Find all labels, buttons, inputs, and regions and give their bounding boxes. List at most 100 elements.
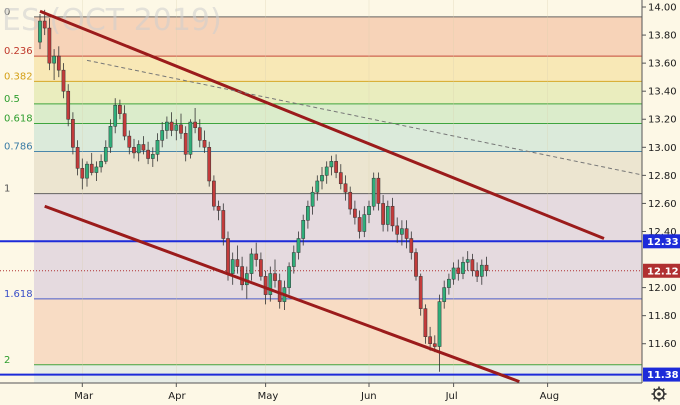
trend-line-upper-channel	[39, 9, 605, 240]
fib-band-0.5	[34, 103, 642, 124]
candle-body	[287, 266, 291, 288]
candle-body	[362, 214, 367, 232]
candle-body	[103, 147, 108, 162]
y-tick-label: 13.20	[648, 115, 677, 126]
fib-band-0.382	[34, 81, 642, 104]
candle-body	[94, 166, 99, 173]
y-tick-label: 11.60	[648, 339, 677, 350]
candle-body	[447, 278, 451, 288]
candle-body	[315, 180, 320, 193]
price-badge-11.38	[643, 367, 680, 382]
candle-body	[99, 161, 103, 168]
y-axis-panel	[642, 0, 680, 405]
fib-band-0.618	[34, 123, 642, 152]
candle-body	[451, 267, 456, 280]
x-tick-label: May	[258, 391, 279, 402]
candle-body	[465, 259, 470, 263]
candle-body	[324, 166, 329, 176]
candle-body	[367, 205, 371, 215]
candle-body	[193, 121, 197, 128]
candle-body	[414, 252, 418, 277]
watermark-text: ES (OCT 2019)	[2, 3, 222, 38]
candle-body	[329, 161, 334, 168]
candle-body	[38, 20, 42, 43]
fib-band-0.236	[34, 56, 642, 82]
candle-body	[75, 147, 80, 169]
x-tick-label: Jun	[360, 391, 377, 402]
candle-body	[385, 205, 390, 225]
price-badge-12.33	[643, 234, 680, 249]
candle-body	[338, 172, 343, 185]
price-badge-12.12	[643, 263, 680, 278]
candle-body	[141, 144, 146, 151]
y-tick-label: 12.40	[648, 227, 677, 238]
candle-body	[357, 217, 362, 232]
candle-body	[165, 121, 169, 131]
fib-band-0.786	[34, 151, 642, 194]
candle-body	[456, 267, 461, 274]
candle-body	[85, 163, 89, 179]
candle-body	[461, 262, 465, 274]
candle-body	[118, 104, 122, 114]
candle-body	[42, 20, 47, 29]
candle-body	[197, 127, 202, 141]
candle-body	[306, 205, 310, 221]
fib-band-1	[34, 193, 642, 299]
fib-label-0.5: 0.5	[4, 94, 20, 105]
x-axis-panel	[0, 383, 680, 405]
y-tick-label: 12.80	[648, 171, 677, 182]
candle-body	[146, 149, 150, 159]
price-badge-text: 12.33	[647, 237, 679, 248]
price-badge-text: 11.38	[647, 370, 679, 381]
candle-body	[136, 144, 141, 154]
trend-line-lower-channel	[44, 204, 520, 384]
candle-body	[296, 238, 301, 253]
y-tick-label: 14.00	[648, 3, 677, 14]
candle-body	[202, 140, 207, 148]
fib-label-1.618: 1.618	[4, 289, 33, 300]
candle-body	[310, 191, 315, 207]
fib-label-0: 0	[4, 7, 10, 18]
candle-body	[320, 175, 324, 182]
candle-body	[122, 113, 127, 137]
candle-body	[409, 238, 414, 253]
fib-label-0.382: 0.382	[4, 71, 33, 82]
price-badge-text: 12.12	[647, 266, 679, 277]
candle-body	[268, 273, 273, 295]
candle-body	[240, 266, 244, 286]
candle-body	[381, 203, 385, 225]
candle-body	[291, 252, 296, 267]
candle-body	[404, 228, 409, 239]
trend-line-dashed-extension	[86, 59, 652, 178]
candle-body	[428, 336, 432, 344]
x-tick-label: Jul	[445, 391, 458, 402]
x-tick-label: Apr	[168, 391, 186, 402]
candle-body	[212, 180, 216, 207]
y-tick-label: 13.80	[648, 31, 677, 42]
y-tick-label: 13.60	[648, 59, 677, 70]
candle-body	[348, 191, 353, 210]
candle-body	[343, 183, 348, 193]
candle-body	[221, 210, 226, 239]
candle-body	[442, 287, 447, 302]
candle-body	[418, 276, 423, 309]
candle-body	[395, 225, 400, 235]
candle-body	[235, 259, 240, 267]
candle-body	[207, 147, 212, 182]
y-tick-label: 12.60	[648, 199, 677, 210]
candle-body	[71, 118, 75, 148]
gear-icon[interactable]	[651, 386, 667, 402]
x-tick-label: Mar	[74, 391, 94, 402]
candle-body	[150, 154, 155, 159]
candle-body	[353, 208, 357, 218]
candle-body	[188, 121, 193, 155]
candle-body	[376, 177, 381, 204]
fib-label-1: 1	[4, 184, 10, 195]
candle-body	[155, 140, 160, 155]
candle-body	[230, 259, 235, 274]
candle-body	[183, 133, 188, 155]
candle-body	[400, 228, 404, 235]
candle-body	[484, 264, 489, 272]
candle-body	[132, 147, 136, 154]
